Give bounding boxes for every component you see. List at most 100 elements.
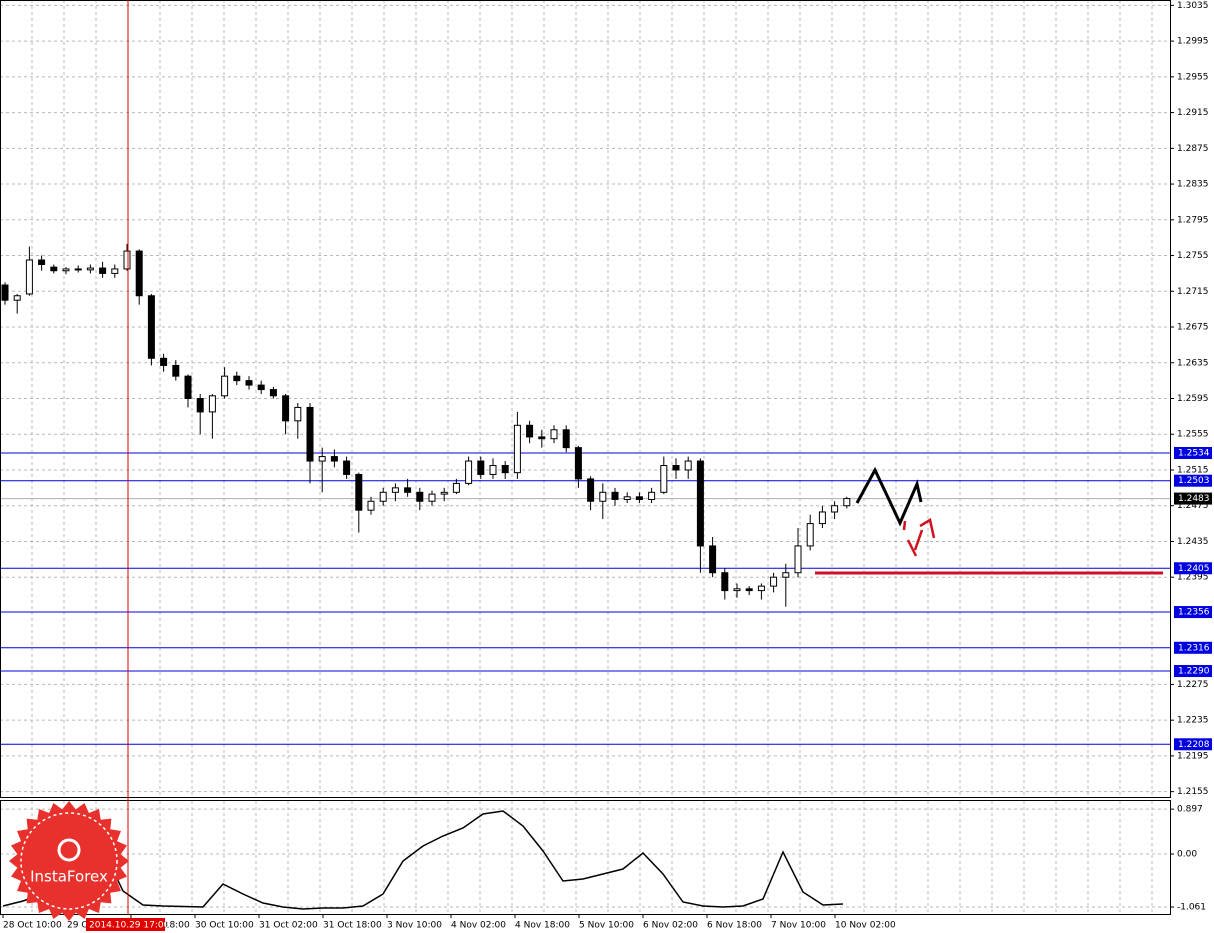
indicator-line bbox=[2, 810, 844, 910]
level-label: 1.2534 bbox=[1178, 449, 1210, 459]
candle-body bbox=[99, 267, 107, 274]
x-tick-label: 31 Oct 02:00 bbox=[259, 921, 318, 931]
y-tick-label: 1.2195 bbox=[1177, 751, 1209, 761]
y-tick-label: 1.2155 bbox=[1177, 787, 1209, 797]
candle-body bbox=[660, 465, 668, 493]
x-tick-label: 4 Nov 18:00 bbox=[515, 921, 570, 931]
level-label: 1.2503 bbox=[1178, 476, 1210, 486]
candle-body bbox=[648, 491, 656, 500]
candle-body bbox=[721, 572, 729, 592]
candle-body bbox=[86, 267, 94, 271]
x-tick-label: 7 Nov 10:00 bbox=[771, 921, 826, 931]
x-tick-label: 10 Nov 02:00 bbox=[835, 921, 896, 931]
candle-body bbox=[404, 487, 412, 493]
candle-body bbox=[452, 482, 460, 493]
y-tick-label: 1.2635 bbox=[1177, 358, 1209, 368]
candle-body bbox=[574, 447, 582, 480]
candle-body bbox=[123, 250, 131, 270]
candle-body bbox=[147, 295, 155, 359]
candle-body bbox=[208, 395, 216, 413]
level-label-bg bbox=[1174, 606, 1212, 619]
level-label: 1.2290 bbox=[1178, 667, 1210, 677]
candle-body bbox=[330, 456, 338, 462]
candle-body bbox=[306, 406, 314, 462]
y-tick-label: 1.3035 bbox=[1177, 1, 1209, 11]
y-tick-label: 1.2235 bbox=[1177, 716, 1209, 726]
y-tick-label: 1.2475 bbox=[1177, 501, 1209, 511]
level-label: 1.2208 bbox=[1178, 740, 1210, 750]
indicator: 0.897 0.00 -1.061 bbox=[0, 805, 1206, 913]
sub-frame bbox=[0, 800, 1171, 915]
x-tick-label: 6 Nov 02:00 bbox=[643, 921, 698, 931]
candle-body bbox=[343, 460, 351, 475]
candle-body bbox=[794, 545, 802, 574]
y-tick-label: 1.2435 bbox=[1177, 537, 1209, 547]
candle-body bbox=[526, 424, 534, 438]
level-label: 1.2356 bbox=[1178, 608, 1210, 618]
candles bbox=[1, 243, 851, 607]
y-tick-label: 1.2915 bbox=[1177, 108, 1209, 118]
candle-body bbox=[709, 545, 717, 574]
candle-body bbox=[599, 491, 607, 502]
logo-icon bbox=[57, 838, 81, 862]
candle-body bbox=[318, 456, 326, 462]
candle-body bbox=[391, 487, 399, 493]
main-frame bbox=[0, 0, 1171, 798]
candle-body bbox=[806, 523, 814, 547]
candle-body bbox=[635, 496, 643, 500]
candle-body bbox=[757, 585, 765, 592]
y-tick-label: 1.2275 bbox=[1177, 680, 1209, 690]
y-tick-label: 1.2995 bbox=[1177, 37, 1209, 47]
forecast-alt bbox=[906, 539, 918, 557]
candle-body bbox=[62, 268, 70, 272]
candle-body bbox=[550, 429, 558, 440]
candle-body bbox=[38, 259, 46, 265]
x-tick-label: 3 Nov 10:00 bbox=[387, 921, 442, 931]
candle-body bbox=[428, 493, 436, 502]
y-tick-label: 1.2835 bbox=[1177, 180, 1209, 190]
candle-body bbox=[733, 588, 741, 592]
level-label-bg bbox=[1174, 641, 1212, 654]
candle-body bbox=[489, 465, 497, 475]
candle-body bbox=[477, 460, 485, 475]
candle-body bbox=[416, 491, 424, 502]
levels: 1.2534 1.2503 1.2405 1.2356 1.2316 1.2290 1.22… bbox=[0, 447, 1212, 751]
crosshair-label: 2014.10.29 17:00 bbox=[89, 921, 170, 931]
candle-body bbox=[1, 284, 9, 301]
candle-body bbox=[818, 511, 826, 525]
candle-body bbox=[782, 572, 790, 578]
candle-body bbox=[355, 473, 363, 511]
y-tick-label: 1.2515 bbox=[1177, 465, 1209, 475]
candle-body bbox=[672, 465, 680, 471]
forecast-alt bbox=[919, 518, 936, 539]
crosshair-label-bg bbox=[86, 918, 165, 931]
candle-body bbox=[623, 496, 631, 500]
candle-body bbox=[440, 491, 448, 495]
candle-body bbox=[294, 406, 302, 422]
logo: InstaForex bbox=[9, 801, 129, 921]
y-tick-label: 1.2395 bbox=[1177, 573, 1209, 583]
y-tick-label: 1.2875 bbox=[1177, 144, 1209, 154]
candle-body bbox=[684, 460, 692, 471]
candle-body bbox=[135, 250, 143, 297]
candle-body bbox=[538, 436, 546, 440]
candle-body bbox=[745, 588, 753, 592]
level-label-bg bbox=[1174, 447, 1212, 460]
candle-body bbox=[696, 460, 704, 547]
y-tick-label: 1.2555 bbox=[1177, 430, 1209, 440]
candle-body bbox=[282, 395, 290, 422]
forecast-alt bbox=[913, 529, 924, 551]
logo-ring bbox=[20, 812, 118, 910]
candle-body bbox=[562, 429, 570, 449]
x-tick-label: 31 Oct 18:00 bbox=[323, 921, 382, 931]
candle-body bbox=[843, 498, 851, 507]
candle-body bbox=[221, 375, 229, 397]
x-tick-label: 28 Oct 10:00 bbox=[3, 921, 62, 931]
candle-body bbox=[269, 389, 277, 397]
candle-body bbox=[74, 268, 82, 271]
x-tick-label: 4 Nov 02:00 bbox=[451, 921, 506, 931]
x-tick-label: 5 Nov 10:00 bbox=[579, 921, 634, 931]
forecast-path bbox=[855, 466, 923, 527]
